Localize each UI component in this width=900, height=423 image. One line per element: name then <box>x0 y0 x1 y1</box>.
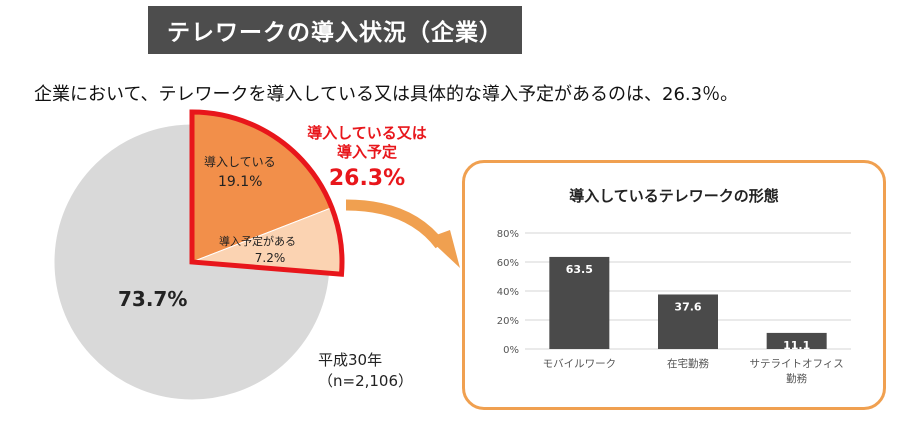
callout-line-1: 導入している又は <box>307 124 427 142</box>
bar-value-label: 11.1 <box>783 339 810 352</box>
bar <box>658 294 718 349</box>
bar <box>549 256 610 349</box>
pie-highlight-outline <box>189 109 345 277</box>
bar-value-label: 37.6 <box>674 300 701 313</box>
bar-y-tick-label: 80% <box>497 229 519 240</box>
bar-value-label: 63.5 <box>566 263 593 276</box>
callout-line-2: 導入予定 <box>336 143 397 161</box>
bar-category-label: 勤務 <box>786 372 808 385</box>
pie-label-none-value: 73.7% <box>118 287 187 311</box>
bar-chart-title: 導入しているテレワークの形態 <box>569 187 779 205</box>
pie-chart: 導入している 19.1% 導入予定がある 7.2% 73.7% <box>53 109 345 401</box>
bar-category-label: 在宅勤務 <box>667 357 709 370</box>
page-title: テレワークの導入状況（企業） <box>148 6 522 54</box>
bar-y-tick-label: 40% <box>497 287 519 298</box>
bar-category-label: モバイルワーク <box>543 358 617 370</box>
survey-year: 平成30年 <box>318 351 383 369</box>
pie-label-planned-value: 7.2% <box>255 251 286 265</box>
survey-note: 平成30年 （n=2,106） <box>318 350 413 392</box>
pie-label-adopted-value: 19.1% <box>218 174 262 190</box>
bar <box>766 332 827 349</box>
bar-y-tick-label: 20% <box>497 316 519 327</box>
pie-label-adopted-name: 導入している <box>204 155 276 169</box>
bar-chart-panel: 導入しているテレワークの形態 0% 20% 40% 60% 80% 63.5 モバイルワーク… <box>462 160 886 410</box>
bar-chart: 0% 20% 40% 60% 80% 63.5 モバイルワーク 37.6 在宅勤務 11.1 サテラ… <box>497 229 851 385</box>
bar-category-label: サテライトオフィス <box>750 358 844 370</box>
summary-text: 企業において、テレワークを導入している又は具体的な導入予定があるのは、26.3％… <box>34 84 739 105</box>
bar-y-tick-label: 60% <box>497 258 519 269</box>
survey-sample-size: （n=2,106） <box>318 372 414 390</box>
highlight-callout: 導入している又は 導入予定 26.3% <box>292 124 442 194</box>
pie-label-planned-name: 導入予定がある <box>219 234 296 248</box>
callout-value: 26.3% <box>328 166 406 191</box>
bar-y-tick-label: 0% <box>503 345 519 356</box>
